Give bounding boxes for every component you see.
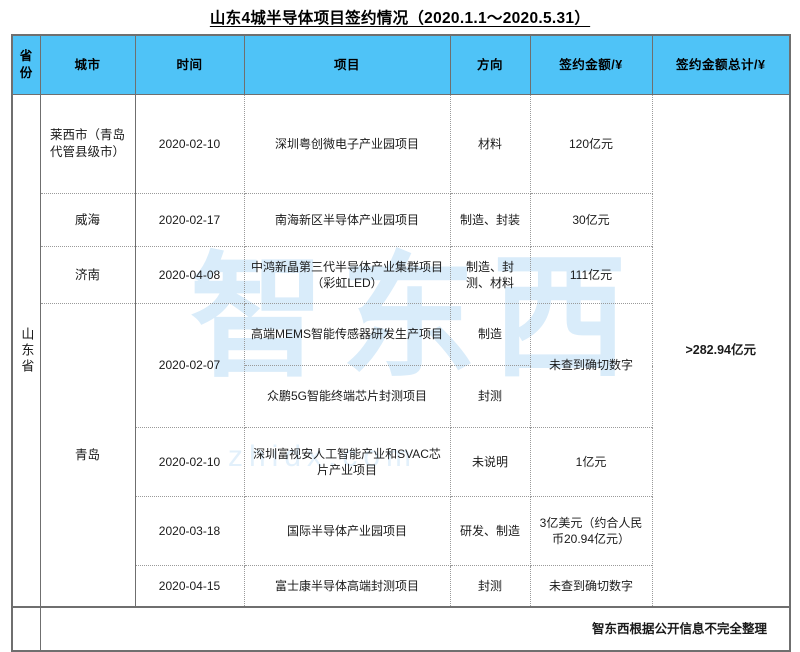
- cell-city: 济南: [39, 246, 136, 304]
- column-header-date: 时间: [134, 34, 245, 95]
- cell-direction: 制造、封装: [449, 193, 531, 247]
- cell-date: 2020-02-10: [134, 427, 245, 497]
- cell-project: 深圳粤创微电子产业园项目: [243, 94, 451, 194]
- table-header-row: 省份 城市 时间 项目 方向 签约金额/¥ 签约金额总计/¥: [11, 34, 791, 95]
- column-header-city: 城市: [39, 34, 136, 95]
- cell-amount: 1亿元: [529, 427, 653, 497]
- cell-direction: 封测: [449, 365, 531, 428]
- table-container: 省份 城市 时间 项目 方向 签约金额/¥ 签约金额总计/¥ 山东省 莱西市（青…: [11, 34, 791, 652]
- table-body: 山东省 莱西市（青岛代管县级市） 2020-02-10 深圳粤创微电子产业园项目…: [11, 94, 791, 652]
- table-footer-row: 智东西根据公开信息不完全整理: [11, 606, 791, 652]
- table-row: 济南 2020-04-08 中鸿新晶第三代半导体产业集群项目（彩虹LED） 制造…: [12, 246, 790, 304]
- cell-date: 2020-04-15: [134, 565, 245, 608]
- column-header-project: 项目: [243, 34, 451, 95]
- cell-city: 青岛: [39, 303, 136, 608]
- cell-project: 深圳富视安人工智能产业和SVAC芯片产业项目: [243, 427, 451, 497]
- cell-project: 众鹏5G智能终端芯片封测项目: [243, 365, 451, 428]
- semiconductor-projects-table: 省份 城市 时间 项目 方向 签约金额/¥ 签约金额总计/¥ 山东省 莱西市（青…: [11, 34, 791, 652]
- cell-amount: 120亿元: [529, 94, 653, 194]
- column-header-province: 省份: [11, 34, 41, 95]
- cell-direction: 材料: [449, 94, 531, 194]
- cell-amount: 3亿美元（约合人民币20.94亿元）: [529, 496, 653, 566]
- column-header-total-amount: 签约金额总计/¥: [651, 34, 791, 95]
- cell-direction: 研发、制造: [449, 496, 531, 566]
- page-title: 山东4城半导体项目签约情况（2020.1.1～2020.5.31）: [209, 10, 591, 27]
- table-row: 2020-03-18 国际半导体产业园项目 研发、制造 3亿美元（约合人民币20…: [12, 496, 790, 566]
- cell-direction: 制造: [449, 303, 531, 366]
- table-row: 众鹏5G智能终端芯片封测项目 封测: [12, 365, 790, 428]
- cell-direction: 制造、封测、材料: [449, 246, 531, 304]
- cell-direction: 未说明: [449, 427, 531, 497]
- cell-amount: 30亿元: [529, 193, 653, 247]
- cell-amount: 111亿元: [529, 246, 653, 304]
- title-bar: 山东4城半导体项目签约情况（2020.1.1～2020.5.31）: [0, 0, 800, 34]
- cell-amount: 未查到确切数字: [529, 303, 653, 428]
- cell-amount: 未查到确切数字: [529, 565, 653, 608]
- table-row: 山东省 莱西市（青岛代管县级市） 2020-02-10 深圳粤创微电子产业园项目…: [11, 94, 791, 608]
- cell-date: 2020-02-07: [134, 303, 245, 428]
- table-row: 威海 2020-02-17 南海新区半导体产业园项目 制造、封装 30亿元: [12, 193, 790, 247]
- cell-date: 2020-02-17: [134, 193, 245, 247]
- cell-date: 2020-02-10: [134, 94, 245, 194]
- cell-project: 国际半导体产业园项目: [243, 496, 451, 566]
- cell-date: 2020-03-18: [134, 496, 245, 566]
- column-header-direction: 方向: [449, 34, 531, 95]
- table-row: 青岛 2020-02-07 高端MEMS智能传感器研发生产项目 制造 未查到确切…: [12, 303, 790, 608]
- cell-total-amount: >282.94亿元: [651, 94, 791, 608]
- cell-project: 高端MEMS智能传感器研发生产项目: [243, 303, 451, 366]
- footer-source-note: 智东西根据公开信息不完全整理: [39, 606, 791, 652]
- province-label: 山东省: [19, 326, 35, 375]
- cell-project: 南海新区半导体产业园项目: [243, 193, 451, 247]
- cell-date: 2020-04-08: [134, 246, 245, 304]
- table-row: 2020-02-10 深圳富视安人工智能产业和SVAC芯片产业项目 未说明 1亿…: [12, 427, 790, 497]
- column-header-amount: 签约金额/¥: [529, 34, 653, 95]
- cell-city: 莱西市（青岛代管县级市）: [39, 94, 136, 194]
- footer-blank-cell: [11, 606, 41, 652]
- cell-project: 中鸿新晶第三代半导体产业集群项目（彩虹LED）: [243, 246, 451, 304]
- cell-province: 山东省: [11, 94, 41, 608]
- cell-project: 富士康半导体高端封测项目: [243, 565, 451, 608]
- cell-direction: 封测: [449, 565, 531, 608]
- cell-city: 威海: [39, 193, 136, 247]
